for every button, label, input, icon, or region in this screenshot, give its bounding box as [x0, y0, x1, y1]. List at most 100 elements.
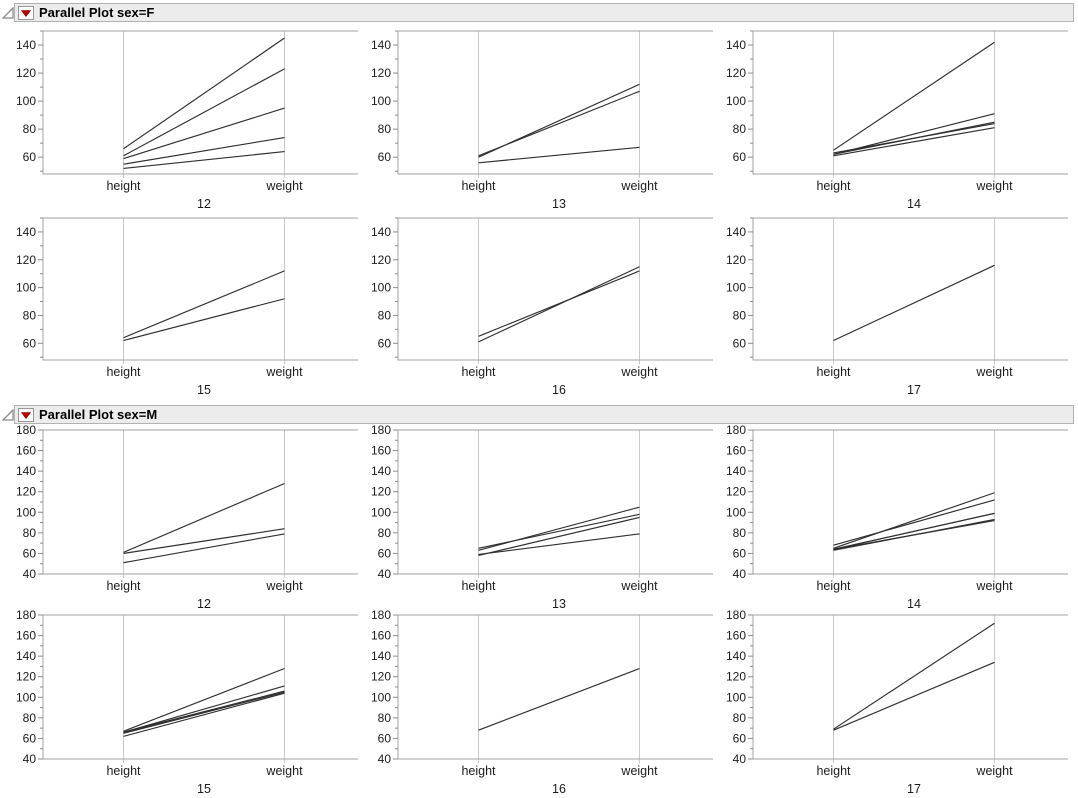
data-line[interactable]: [833, 127, 995, 157]
plot-frame: [752, 614, 1076, 760]
plot-svg: 60 80 100 120 140 height weight 15: [16, 217, 366, 397]
group-label: 17: [907, 782, 921, 796]
parallel-plot-panel-sex=M-15[interactable]: 40 60 80 100 120 140 160 180 height weight 15: [0, 607, 366, 798]
data-line[interactable]: [123, 298, 285, 342]
x-axis-label-weight: weight: [265, 579, 303, 593]
plot-svg: 40 60 80 100 120 140 160 180 height weight 12: [16, 423, 366, 611]
data-line[interactable]: [123, 690, 285, 733]
disclosure-triangle-icon[interactable]: [2, 7, 15, 20]
y-tick-label: 80: [378, 711, 392, 725]
data-line[interactable]: [123, 685, 285, 733]
y-tick-label: 140: [371, 225, 391, 239]
x-axis-label-height: height: [461, 179, 496, 193]
y-tick-label: 60: [733, 731, 747, 745]
y-tick-label: 80: [733, 526, 747, 540]
x-axis-label-height: height: [461, 579, 496, 593]
parallel-plot-panel-sex=F-13[interactable]: 60 80 100 120 140 height weight 13: [355, 23, 721, 219]
x-axis-label-height: height: [816, 179, 851, 193]
y-tick-label: 120: [371, 253, 391, 267]
y-tick-label: 100: [16, 505, 36, 519]
y-tick-label: 100: [726, 94, 746, 108]
y-tick-label: 80: [733, 122, 747, 136]
y-tick-label: 60: [23, 150, 37, 164]
data-line[interactable]: [478, 513, 640, 549]
data-line[interactable]: [123, 528, 285, 554]
y-tick-label: 40: [23, 752, 37, 766]
red-triangle-menu-button[interactable]: [18, 6, 34, 20]
data-line[interactable]: [123, 150, 285, 169]
data-line[interactable]: [478, 266, 640, 343]
parallel-plot-panel-sex=M-12[interactable]: 40 60 80 100 120 140 160 180 height weight 12: [0, 422, 366, 619]
plot-svg: 40 60 80 100 120 140 160 180 height weight 15: [16, 608, 366, 796]
data-line[interactable]: [123, 691, 285, 734]
x-axis-label-weight: weight: [265, 365, 303, 379]
data-line[interactable]: [123, 667, 285, 732]
plot-frame: [42, 614, 366, 760]
plot-svg: 40 60 80 100 120 140 160 180 height weight 17: [726, 608, 1076, 796]
data-line[interactable]: [123, 692, 285, 737]
parallel-plot-panel-sex=M-17[interactable]: 40 60 80 100 120 140 160 180 height weight 17: [710, 607, 1076, 798]
data-line[interactable]: [478, 533, 640, 556]
data-line[interactable]: [833, 41, 995, 151]
plot-svg: 40 60 80 100 120 140 160 180 height weight 16: [371, 608, 721, 796]
plot-svg: 60 80 100 120 140 height weight 12: [16, 30, 366, 211]
data-line[interactable]: [833, 661, 995, 731]
y-tick-label: 40: [378, 567, 392, 581]
data-line[interactable]: [478, 667, 640, 731]
data-line[interactable]: [833, 492, 995, 549]
parallel-plot-panel-sex=F-15[interactable]: 60 80 100 120 140 height weight 15: [0, 210, 366, 405]
y-tick-label: 180: [16, 423, 36, 437]
data-line[interactable]: [123, 482, 285, 553]
plot-frame: [752, 217, 1076, 361]
group-label: 14: [907, 597, 921, 611]
data-line[interactable]: [833, 512, 995, 550]
data-line[interactable]: [478, 90, 640, 157]
y-tick-label: 180: [16, 608, 36, 622]
section-header-sex-f: Parallel Plot sex=F: [0, 0, 1078, 26]
data-line[interactable]: [123, 270, 285, 339]
y-tick-label: 100: [726, 690, 746, 704]
y-tick-label: 60: [23, 731, 37, 745]
group-label: 13: [552, 197, 566, 211]
parallel-plot-panel-sex=F-17[interactable]: 60 80 100 120 140 height weight 17: [710, 210, 1076, 405]
data-line[interactable]: [123, 136, 285, 165]
y-tick-label: 140: [726, 649, 746, 663]
group-label: 12: [197, 597, 211, 611]
y-tick-label: 60: [23, 546, 37, 560]
y-tick-label: 60: [733, 150, 747, 164]
data-line[interactable]: [123, 37, 285, 150]
data-line[interactable]: [123, 533, 285, 564]
y-tick-label: 80: [23, 122, 37, 136]
data-line[interactable]: [123, 107, 285, 160]
data-line[interactable]: [833, 499, 995, 546]
y-tick-label: 120: [16, 670, 36, 684]
parallel-plot-panel-sex=M-14[interactable]: 40 60 80 100 120 140 160 180 height weight 14: [710, 422, 1076, 619]
x-axis-label-height: height: [816, 579, 851, 593]
data-line[interactable]: [833, 122, 995, 154]
data-line[interactable]: [833, 622, 995, 730]
data-line[interactable]: [478, 270, 640, 337]
x-axis-label-height: height: [106, 179, 141, 193]
parallel-plot-panel-sex=F-16[interactable]: 60 80 100 120 140 height weight 16: [355, 210, 721, 405]
parallel-plot-panel-sex=M-16[interactable]: 40 60 80 100 120 140 160 180 height weight 16: [355, 607, 721, 798]
y-tick-label: 120: [371, 670, 391, 684]
parallel-plot-panel-sex=M-13[interactable]: 40 60 80 100 120 140 160 180 height weight 13: [355, 422, 721, 619]
y-tick-label: 140: [16, 38, 36, 52]
data-line[interactable]: [833, 264, 995, 342]
plot-svg: 40 60 80 100 120 140 160 180 height weight 13: [371, 423, 721, 611]
plot-svg: 60 80 100 120 140 height weight 14: [726, 30, 1076, 211]
y-tick-label: 120: [16, 253, 36, 267]
red-triangle-menu-button[interactable]: [18, 408, 34, 422]
x-axis-label-weight: weight: [620, 179, 658, 193]
data-line[interactable]: [123, 68, 285, 157]
data-line[interactable]: [478, 146, 640, 164]
y-tick-label: 60: [378, 731, 392, 745]
red-triangle-icon: [21, 411, 31, 419]
y-tick-label: 180: [726, 423, 746, 437]
parallel-plot-panel-sex=F-12[interactable]: 60 80 100 120 140 height weight 12: [0, 23, 366, 219]
data-line[interactable]: [833, 519, 995, 550]
data-line[interactable]: [478, 516, 640, 557]
disclosure-triangle-icon[interactable]: [2, 409, 15, 422]
parallel-plot-panel-sex=F-14[interactable]: 60 80 100 120 140 height weight 14: [710, 23, 1076, 219]
y-tick-label: 160: [726, 629, 746, 643]
